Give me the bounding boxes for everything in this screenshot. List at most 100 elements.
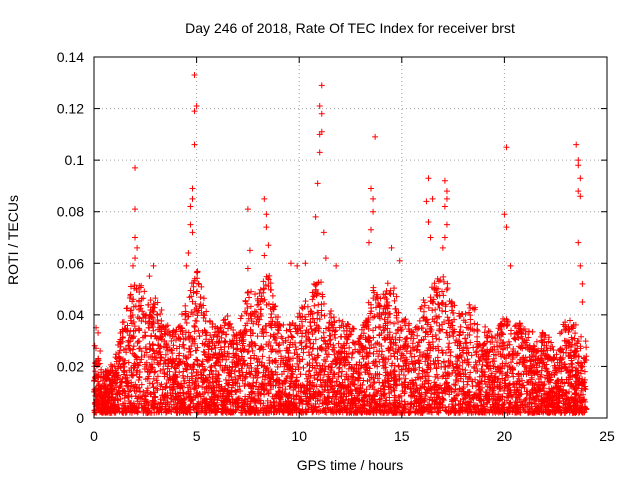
data-point	[214, 355, 221, 362]
grid-lines	[94, 57, 607, 418]
data-point	[242, 393, 249, 400]
data-point	[117, 343, 124, 350]
data-point	[393, 381, 400, 388]
data-point	[258, 380, 265, 387]
data-point	[187, 332, 194, 339]
data-point	[582, 405, 589, 412]
data-point	[188, 293, 195, 300]
data-point	[218, 334, 225, 341]
data-point	[427, 294, 434, 301]
data-point	[501, 387, 508, 394]
data-point	[158, 328, 165, 335]
data-point	[562, 319, 569, 326]
data-point	[355, 398, 362, 405]
data-point	[386, 310, 393, 317]
data-point	[467, 316, 474, 323]
data-point	[422, 389, 429, 396]
data-point	[477, 342, 484, 349]
data-point	[526, 329, 533, 336]
data-point	[511, 402, 518, 409]
data-point	[200, 367, 207, 374]
data-point	[448, 401, 455, 408]
data-point	[297, 339, 304, 346]
data-point	[485, 396, 492, 403]
data-point	[157, 355, 164, 362]
data-point	[138, 295, 145, 302]
data-point	[424, 369, 431, 376]
data-point	[251, 341, 258, 348]
data-point	[268, 402, 275, 409]
data-point	[488, 372, 495, 379]
data-point	[305, 329, 312, 336]
data-point	[578, 403, 585, 410]
data-point	[268, 311, 275, 318]
data-point	[445, 344, 452, 351]
data-point	[446, 391, 453, 398]
data-point	[432, 358, 439, 365]
data-point	[486, 386, 493, 393]
data-point	[245, 408, 252, 415]
data-point	[265, 300, 272, 307]
data-point	[480, 401, 487, 408]
data-point	[119, 335, 126, 342]
data-point	[426, 387, 433, 394]
data-point	[363, 349, 370, 356]
data-point	[370, 350, 377, 357]
data-point	[107, 377, 114, 384]
data-point	[539, 396, 546, 403]
data-point	[170, 396, 177, 403]
data-point	[262, 373, 269, 380]
data-point	[265, 368, 272, 375]
data-point	[120, 318, 127, 325]
data-point	[558, 365, 565, 372]
data-point	[330, 314, 337, 321]
data-point	[535, 355, 542, 362]
data-point	[127, 400, 134, 407]
data-point	[218, 346, 225, 353]
data-point	[431, 391, 438, 398]
data-point	[384, 314, 391, 321]
data-point	[327, 406, 334, 413]
data-point	[247, 326, 254, 333]
data-point	[234, 404, 241, 411]
data-point	[503, 322, 510, 329]
data-point	[231, 368, 238, 375]
data-point	[562, 409, 569, 416]
data-point	[187, 406, 194, 413]
data-point	[218, 351, 225, 358]
data-point	[322, 338, 329, 345]
data-point	[420, 368, 427, 375]
data-point	[444, 384, 451, 391]
data-point	[457, 352, 464, 359]
data-point	[467, 369, 474, 376]
data-point	[339, 382, 346, 389]
data-point	[289, 368, 296, 375]
data-point	[559, 391, 566, 398]
data-point	[370, 314, 377, 321]
data-point	[167, 392, 174, 399]
data-point	[582, 386, 589, 393]
data-point	[484, 333, 491, 340]
data-point	[418, 303, 425, 310]
data-point	[244, 362, 251, 369]
data-point	[476, 397, 483, 404]
data-point	[195, 369, 202, 376]
data-point	[141, 406, 148, 413]
data-point	[128, 315, 135, 322]
data-point	[261, 296, 268, 303]
data-point	[463, 339, 470, 346]
data-point	[244, 349, 251, 356]
data-point	[535, 386, 541, 393]
data-point	[341, 345, 348, 352]
data-point	[207, 396, 214, 403]
data-point	[134, 367, 141, 374]
data-point	[312, 326, 319, 333]
data-point	[258, 295, 265, 302]
data-point	[291, 350, 298, 357]
data-point	[503, 316, 510, 323]
data-point	[299, 305, 306, 312]
data-point	[543, 391, 550, 398]
data-point	[403, 335, 410, 342]
data-point	[177, 328, 184, 335]
data-point	[275, 326, 282, 333]
